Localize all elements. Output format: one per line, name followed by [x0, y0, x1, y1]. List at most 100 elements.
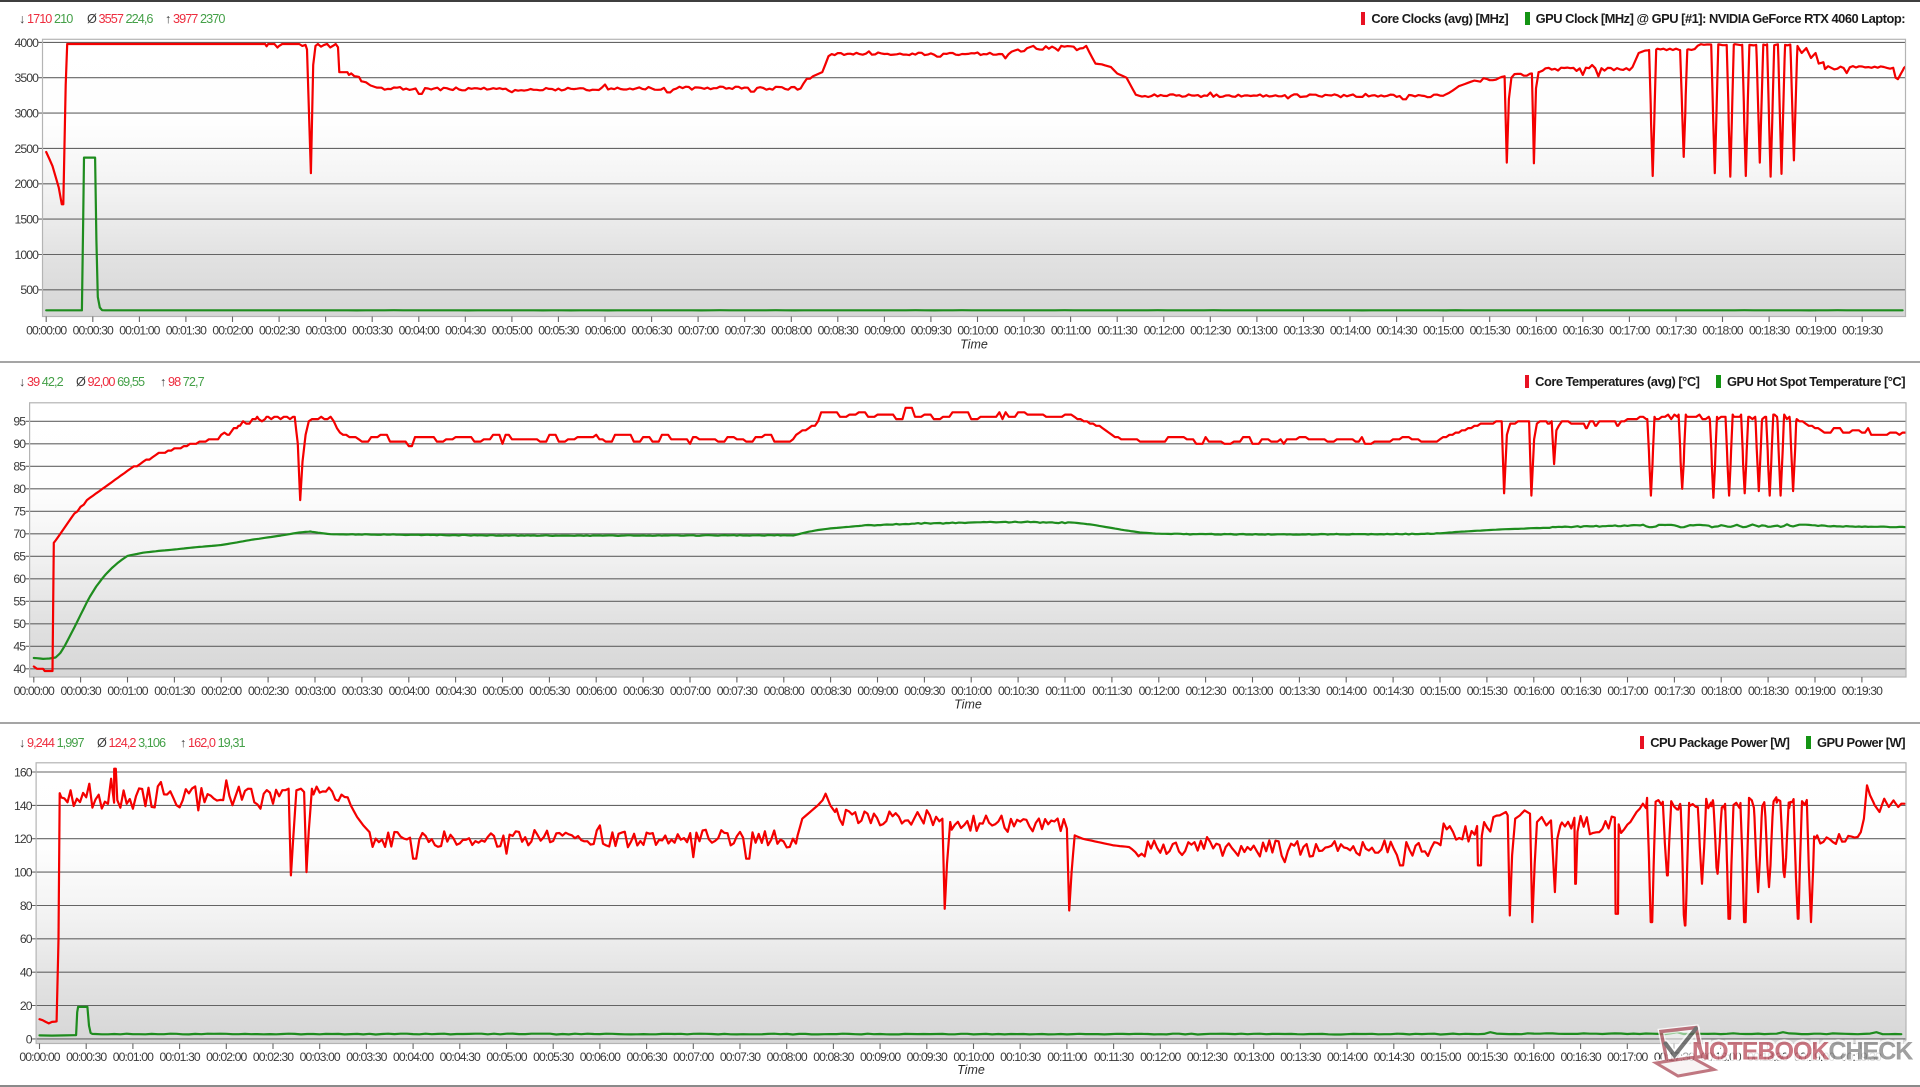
svg-text:75: 75 — [13, 505, 26, 519]
svg-text:00:19:00: 00:19:00 — [1795, 324, 1836, 338]
svg-text:00:18:00: 00:18:00 — [1701, 1050, 1742, 1064]
svg-text:3500: 3500 — [14, 71, 39, 85]
svg-text:00:01:00: 00:01:00 — [113, 1050, 154, 1064]
svg-text:00:19:00: 00:19:00 — [1794, 1050, 1835, 1064]
svg-text:NOTEBOOKCHECK: NOTEBOOKCHECK — [1692, 1038, 1913, 1066]
svg-text:00:00:00: 00:00:00 — [14, 684, 55, 698]
svg-text:00:05:30: 00:05:30 — [533, 1050, 574, 1064]
svg-text:00:09:30: 00:09:30 — [904, 684, 945, 698]
svg-text:00:06:30: 00:06:30 — [623, 684, 664, 698]
svg-text:00:05:00: 00:05:00 — [492, 324, 533, 338]
svg-text:00:19:30: 00:19:30 — [1842, 684, 1883, 698]
svg-text:00:11:00: 00:11:00 — [1047, 1050, 1087, 1064]
svg-text:80: 80 — [20, 899, 33, 913]
svg-text:00:15:30: 00:15:30 — [1467, 1050, 1508, 1064]
svg-text:00:13:00: 00:13:00 — [1232, 684, 1273, 698]
svg-text:00:02:30: 00:02:30 — [248, 684, 289, 698]
svg-text:00:06:30: 00:06:30 — [631, 324, 672, 338]
svg-text:NOTEBOOKCHECK: NOTEBOOKCHECK — [1692, 1038, 1913, 1066]
svg-text:00:00:30: 00:00:30 — [66, 1050, 107, 1064]
svg-text:00:16:00: 00:16:00 — [1514, 1050, 1555, 1064]
svg-text:00:15:30: 00:15:30 — [1467, 684, 1508, 698]
svg-text:00:08:30: 00:08:30 — [818, 324, 859, 338]
svg-text:00:13:30: 00:13:30 — [1279, 684, 1320, 698]
svg-text:00:09:30: 00:09:30 — [907, 1050, 948, 1064]
svg-text:00:02:30: 00:02:30 — [259, 324, 300, 338]
svg-text:160: 160 — [14, 765, 33, 779]
svg-text:00:10:30: 00:10:30 — [998, 684, 1039, 698]
svg-text:00:09:00: 00:09:00 — [857, 684, 898, 698]
svg-text:00:08:00: 00:08:00 — [771, 324, 812, 338]
svg-text:00:14:00: 00:14:00 — [1327, 1050, 1368, 1064]
svg-text:00:19:00: 00:19:00 — [1795, 684, 1836, 698]
svg-text:00:07:00: 00:07:00 — [670, 684, 711, 698]
svg-text:00:02:30: 00:02:30 — [253, 1050, 294, 1064]
svg-text:00:09:00: 00:09:00 — [860, 1050, 901, 1064]
svg-text:00:11:00: 00:11:00 — [1051, 324, 1091, 338]
svg-text:00:05:30: 00:05:30 — [529, 684, 570, 698]
svg-text:00:07:00: 00:07:00 — [678, 324, 719, 338]
svg-text:00:02:00: 00:02:00 — [201, 684, 242, 698]
svg-text:00:16:00: 00:16:00 — [1516, 324, 1557, 338]
svg-text:00:11:30: 00:11:30 — [1094, 1050, 1134, 1064]
svg-text:85: 85 — [13, 460, 26, 474]
svg-text:140: 140 — [14, 799, 33, 813]
svg-text:40: 40 — [13, 662, 26, 676]
svg-text:00:01:00: 00:01:00 — [119, 324, 160, 338]
svg-text:00:17:00: 00:17:00 — [1609, 324, 1650, 338]
svg-text:00:04:00: 00:04:00 — [399, 324, 440, 338]
svg-text:1500: 1500 — [14, 213, 39, 227]
svg-text:50: 50 — [13, 617, 26, 631]
svg-text:00:07:30: 00:07:30 — [725, 324, 766, 338]
svg-text:00:17:00: 00:17:00 — [1607, 1050, 1648, 1064]
svg-text:00:18:30: 00:18:30 — [1749, 324, 1790, 338]
svg-text:00:14:30: 00:14:30 — [1374, 1050, 1415, 1064]
svg-text:00:13:30: 00:13:30 — [1280, 1050, 1321, 1064]
svg-text:1000: 1000 — [14, 248, 39, 262]
svg-text:00:10:00: 00:10:00 — [953, 1050, 994, 1064]
svg-text:00:13:30: 00:13:30 — [1283, 324, 1324, 338]
svg-text:40: 40 — [20, 966, 33, 980]
svg-text:00:00:30: 00:00:30 — [60, 684, 101, 698]
svg-text:00:10:00: 00:10:00 — [951, 684, 992, 698]
svg-text:00:04:30: 00:04:30 — [435, 684, 476, 698]
svg-text:Time: Time — [957, 1063, 985, 1077]
svg-text:00:06:00: 00:06:00 — [576, 684, 617, 698]
svg-text:20: 20 — [20, 999, 33, 1013]
svg-text:60: 60 — [20, 932, 33, 946]
svg-text:00:11:00: 00:11:00 — [1045, 684, 1085, 698]
svg-text:00:04:30: 00:04:30 — [440, 1050, 481, 1064]
svg-text:00:08:30: 00:08:30 — [813, 1050, 854, 1064]
svg-text:00:03:00: 00:03:00 — [305, 324, 346, 338]
svg-text:00:19:30: 00:19:30 — [1841, 1050, 1882, 1064]
svg-text:00:00:30: 00:00:30 — [73, 324, 114, 338]
svg-text:00:00:00: 00:00:00 — [19, 1050, 60, 1064]
svg-text:00:09:00: 00:09:00 — [864, 324, 905, 338]
svg-text:00:12:30: 00:12:30 — [1187, 1050, 1228, 1064]
svg-text:00:18:30: 00:18:30 — [1747, 1050, 1788, 1064]
svg-text:120: 120 — [14, 832, 33, 846]
svg-text:00:08:30: 00:08:30 — [810, 684, 851, 698]
svg-text:00:04:00: 00:04:00 — [393, 1050, 434, 1064]
svg-text:00:09:30: 00:09:30 — [911, 324, 952, 338]
svg-text:00:04:00: 00:04:00 — [389, 684, 430, 698]
svg-text:0: 0 — [26, 1032, 33, 1046]
svg-text:00:15:00: 00:15:00 — [1423, 324, 1464, 338]
svg-text:00:12:30: 00:12:30 — [1185, 684, 1226, 698]
svg-text:00:10:00: 00:10:00 — [957, 324, 998, 338]
svg-text:00:03:30: 00:03:30 — [352, 324, 393, 338]
svg-text:00:01:30: 00:01:30 — [154, 684, 195, 698]
svg-text:60: 60 — [13, 572, 26, 586]
svg-text:00:06:30: 00:06:30 — [626, 1050, 667, 1064]
svg-text:00:18:30: 00:18:30 — [1748, 684, 1789, 698]
svg-text:80: 80 — [13, 482, 26, 496]
svg-text:00:12:00: 00:12:00 — [1144, 324, 1185, 338]
svg-text:00:10:30: 00:10:30 — [1000, 1050, 1041, 1064]
svg-text:2500: 2500 — [14, 142, 39, 156]
svg-text:00:13:00: 00:13:00 — [1237, 324, 1278, 338]
svg-text:00:12:30: 00:12:30 — [1190, 324, 1231, 338]
svg-text:65: 65 — [13, 550, 26, 564]
svg-text:00:14:00: 00:14:00 — [1326, 684, 1367, 698]
svg-text:00:18:00: 00:18:00 — [1701, 684, 1742, 698]
svg-text:45: 45 — [13, 640, 26, 654]
